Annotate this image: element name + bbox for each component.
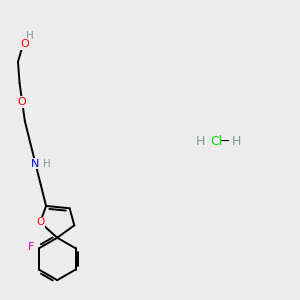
Text: H: H [26,31,34,40]
Text: H: H [195,135,205,148]
Text: N: N [31,158,40,169]
Text: −: − [220,135,230,148]
Text: O: O [20,39,29,49]
Text: H: H [43,158,50,169]
Text: Cl: Cl [210,135,222,148]
Text: F: F [28,242,34,252]
Text: O: O [36,218,44,227]
Text: O: O [18,97,27,107]
Text: H: H [232,135,242,148]
